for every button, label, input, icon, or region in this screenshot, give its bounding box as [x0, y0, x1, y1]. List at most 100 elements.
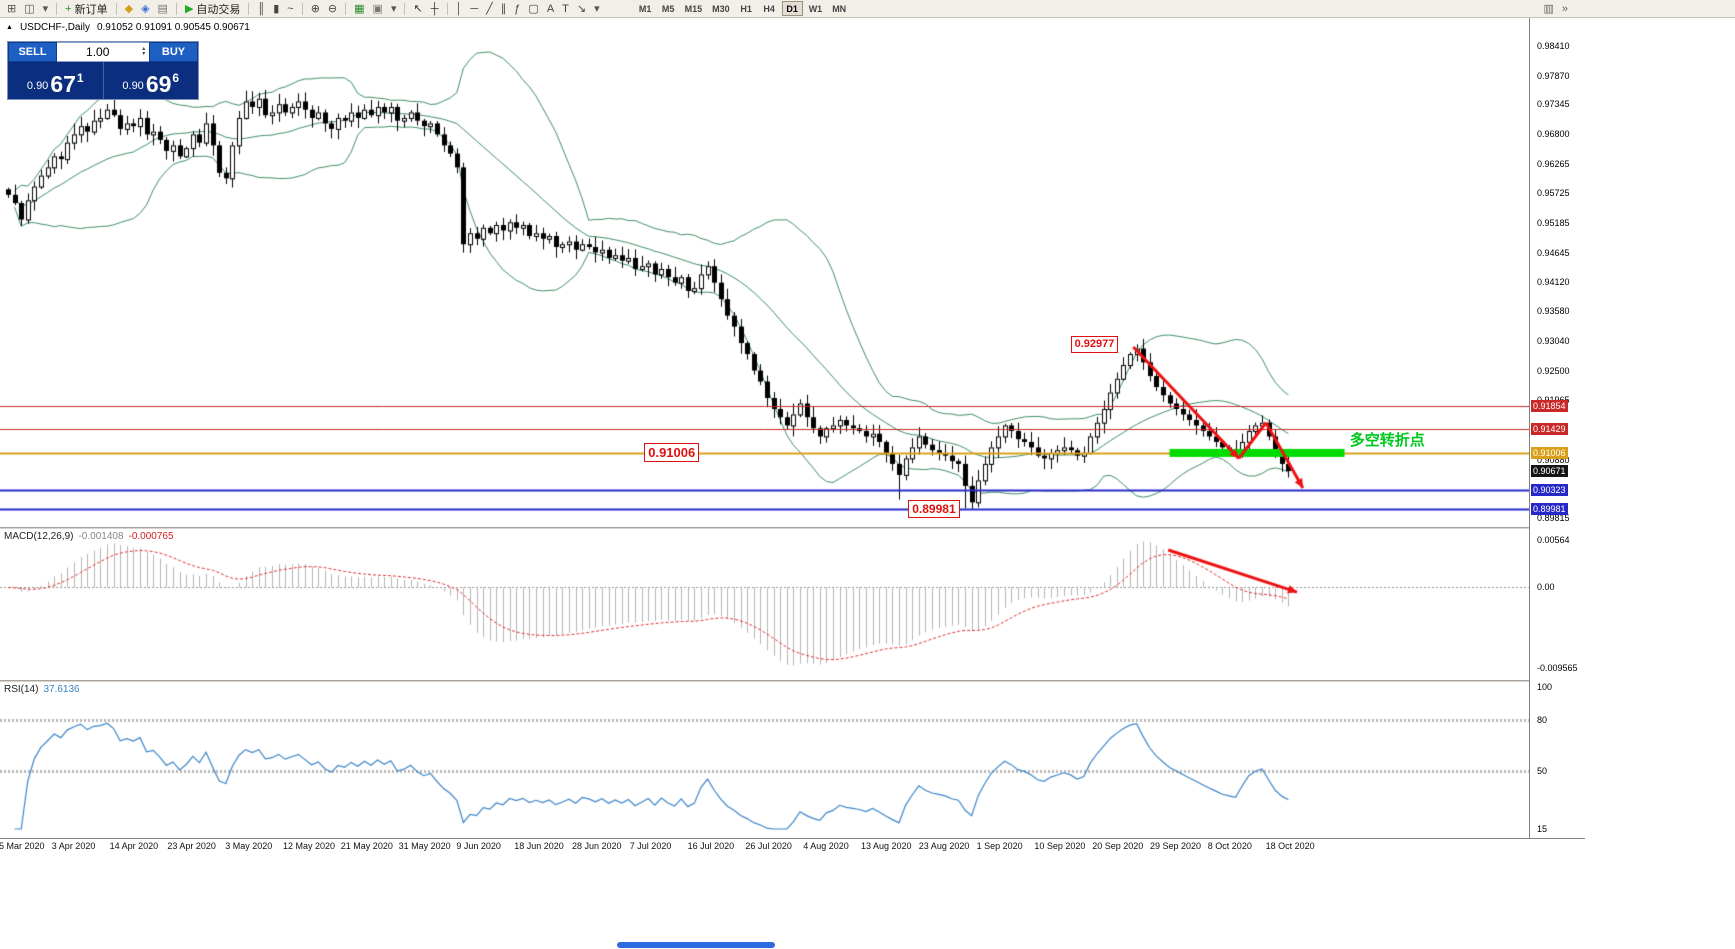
tile-windows-icon: ▦: [354, 2, 365, 15]
price-axis-label: 0.93580: [1537, 306, 1570, 317]
buy-price-sup: 6: [172, 71, 180, 85]
vertical-line-icon[interactable]: │: [453, 1, 466, 17]
bar-chart-icon: ║: [257, 2, 266, 15]
timeframe-h1[interactable]: H1: [740, 3, 752, 14]
rsi-axis-label: 100: [1537, 682, 1553, 692]
tile-windows-icon[interactable]: ▦: [351, 1, 367, 17]
sell-button[interactable]: SELL: [8, 42, 57, 62]
panel-splitter[interactable]: [0, 527, 1585, 529]
zoom-in-icon: ⊕: [310, 2, 320, 15]
volume-field: ▴▾: [57, 42, 149, 62]
rsi-axis-label: 50: [1537, 765, 1548, 776]
buy-button[interactable]: BUY: [149, 42, 198, 62]
trendline-icon[interactable]: ╱: [483, 1, 496, 17]
arrows-dropdown-icon[interactable]: ▾: [591, 1, 603, 17]
toolbar-separator: [175, 2, 177, 15]
new-order-button[interactable]: + 新订单: [62, 1, 110, 17]
channel-icon[interactable]: ∥: [498, 1, 510, 17]
timeframe-m1[interactable]: M1: [638, 3, 652, 14]
autotrade-button-label: 自动交易: [196, 3, 241, 16]
timeframe-h4[interactable]: H4: [763, 3, 775, 14]
panel-splitter[interactable]: [0, 680, 1585, 682]
collapse-triangle-icon[interactable]: ▲: [6, 24, 13, 31]
date-label: 12 May 2020: [283, 841, 336, 851]
market-watch-icon[interactable]: ◆: [122, 1, 136, 17]
arrows-icon[interactable]: ↘: [574, 1, 589, 17]
shapes-icon[interactable]: ▢: [525, 1, 541, 17]
crosshair-icon: ┼: [430, 2, 439, 15]
volume-spinner[interactable]: ▴ ▾: [138, 46, 149, 57]
date-label: 26 Jul 2020: [745, 841, 792, 851]
cursor-icon[interactable]: ↖: [410, 1, 425, 17]
indicators-icon[interactable]: ▣: [370, 1, 386, 17]
volume-down-icon[interactable]: ▾: [142, 51, 146, 57]
date-label: 16 Jul 2020: [687, 841, 735, 851]
bar-chart-icon[interactable]: ║: [254, 1, 268, 17]
data-window-icon[interactable]: ◈: [138, 1, 152, 17]
toolbar-separator: [446, 2, 448, 15]
timeframe-mn[interactable]: MN: [832, 3, 847, 14]
window-layout-icon[interactable]: ▥: [1540, 1, 1556, 17]
price-chart-canvas[interactable]: [0, 18, 1529, 949]
support-price-label[interactable]: 0.91006: [644, 443, 700, 463]
price-axis[interactable]: 0.98410 0.97870 0.97345 0.96800 0.96265 0.957…: [1529, 18, 1585, 838]
chart-symbol-period: USDCHF-,Daily: [19, 22, 90, 33]
price-axis-label: 0.96800: [1537, 129, 1570, 140]
time-axis[interactable]: 25 Mar 2020 3 Apr 2020 14 Apr 2020 23 Apr 2…: [0, 840, 1529, 853]
date-label: 20 Sep 2020: [1092, 841, 1144, 851]
date-label: 21 May 2020: [340, 841, 393, 851]
new-chart-icon: ⊞: [7, 2, 17, 15]
volume-up-icon[interactable]: ▴: [142, 46, 146, 52]
profiles-icon[interactable]: ◫: [21, 1, 37, 17]
low-price-label[interactable]: 0.89981: [908, 499, 960, 518]
toolbar-separator: [115, 2, 117, 15]
timeframe-m15[interactable]: M15: [684, 3, 703, 14]
macd-axis-label: 0.00564: [1537, 535, 1570, 545]
toolbar-overflow-icon[interactable]: »: [1559, 1, 1571, 17]
indicators-dropdown-icon[interactable]: ▾: [388, 1, 400, 17]
window-layout-icon: ▥: [1543, 2, 1554, 15]
terminal-icon[interactable]: ▤: [155, 1, 171, 17]
new-chart-icon[interactable]: ⊞: [4, 1, 19, 17]
volume-input[interactable]: [57, 45, 139, 59]
text-icon[interactable]: A: [544, 1, 557, 17]
scrollbar-thumb[interactable]: [617, 942, 775, 948]
line-chart-icon[interactable]: ~: [284, 1, 296, 17]
text-label-icon: T: [562, 2, 569, 15]
text-label-icon[interactable]: T: [559, 1, 572, 17]
zoom-out-icon[interactable]: ⊖: [325, 1, 340, 17]
market-watch-icon: ◆: [124, 2, 134, 15]
autotrade-button[interactable]: ▶ 自动交易: [182, 1, 243, 17]
timeframe-d1[interactable]: D1: [781, 1, 803, 16]
horizontal-line-icon: ─: [470, 2, 479, 15]
fibonacci-icon[interactable]: ƒ: [511, 1, 523, 17]
horizontal-line-icon[interactable]: ─: [467, 1, 481, 17]
peak-price-label[interactable]: 0.92977: [1070, 335, 1119, 353]
timeframe-m5[interactable]: M5: [661, 3, 675, 14]
horizontal-scrollbar[interactable]: [0, 941, 1585, 949]
buy-price-display[interactable]: 0.90 69 6: [104, 62, 199, 99]
autotrade-icon: ▶: [184, 2, 194, 15]
timeframe-w1[interactable]: W1: [808, 3, 823, 14]
price-axis-label: 0.97870: [1537, 70, 1570, 81]
timeframe-m30[interactable]: M30: [712, 3, 730, 14]
arrows-dropdown-icon: ▾: [594, 2, 600, 15]
channel-icon: ∥: [500, 2, 507, 15]
candlestick-icon: ▮: [273, 2, 280, 15]
chart-window: ▲ USDCHF-,Daily 0.91052 0.91091 0.90545 …: [0, 18, 1585, 949]
trendline-icon: ╱: [486, 2, 493, 15]
date-label: 13 Aug 2020: [861, 841, 912, 851]
zoom-in-icon[interactable]: ⊕: [308, 1, 323, 17]
crosshair-icon[interactable]: ┼: [428, 1, 442, 17]
price-axis-label: 0.93040: [1537, 335, 1570, 346]
chart-annotations: 0.92977 0.91006 0.89981 多空转折点: [0, 18, 1585, 949]
candlestick-icon[interactable]: ▮: [270, 1, 282, 17]
sell-price-prefix: 0.90: [26, 80, 49, 92]
sell-price-display[interactable]: 0.90 67 1: [8, 62, 104, 99]
profiles-dropdown-icon[interactable]: ▾: [40, 1, 52, 17]
zone-annotation-text[interactable]: 多空转折点: [1349, 431, 1425, 449]
price-axis-marker: 0.91429: [1531, 423, 1568, 436]
toolbar-overflow-icon: »: [1561, 2, 1568, 15]
fibonacci-icon: ƒ: [514, 2, 521, 15]
